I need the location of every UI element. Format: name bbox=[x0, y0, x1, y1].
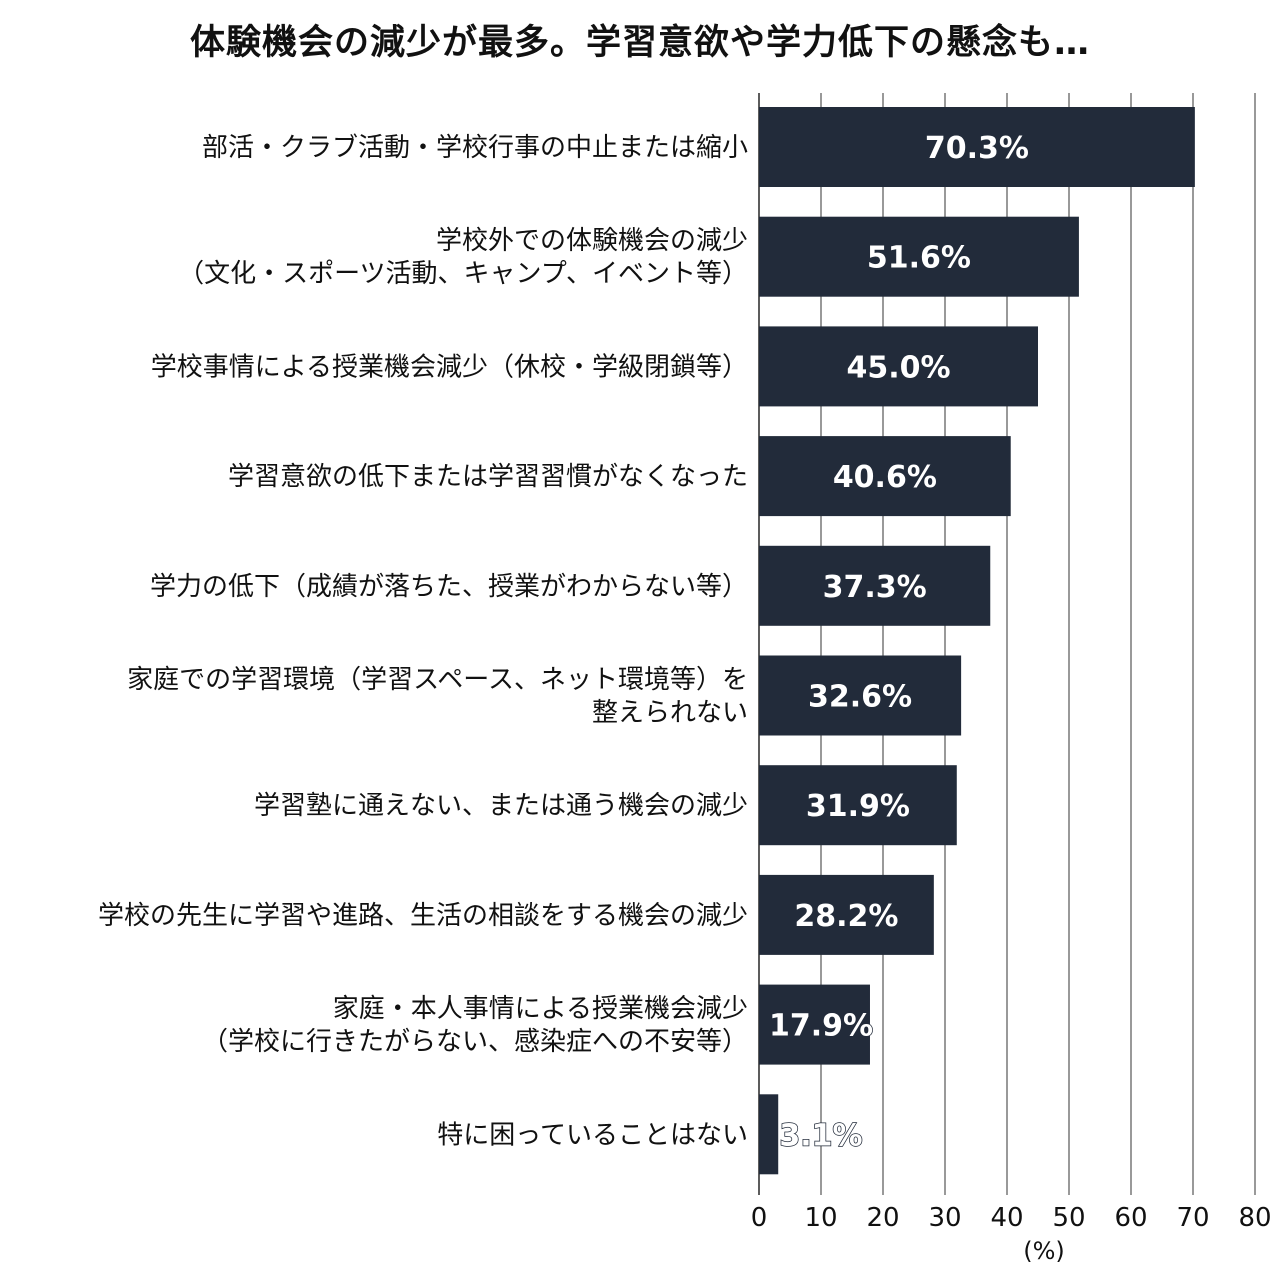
category-labels: 部活・クラブ活動・学校行事の中止または縮小学校外での体験機会の減少（文化・スポー… bbox=[98, 133, 748, 1150]
bar bbox=[759, 1094, 779, 1175]
category-label: 学習意欲の低下または学習習慣がなくなった bbox=[228, 462, 748, 492]
bar bbox=[759, 545, 991, 626]
value-label: 17.9% bbox=[769, 1009, 873, 1044]
category-label: （学校に行きたがらない、感染症への不安等） bbox=[202, 1027, 748, 1057]
bar bbox=[759, 765, 957, 846]
bar bbox=[759, 436, 1011, 517]
x-tick-label: 0 bbox=[751, 1203, 768, 1233]
category-label: 学習塾に通えない、または通う機会の減少 bbox=[254, 791, 748, 821]
x-tick-label: 80 bbox=[1238, 1203, 1271, 1233]
value-label: 70.3% bbox=[925, 131, 1029, 166]
x-tick-label: 40 bbox=[990, 1203, 1023, 1233]
chart-title: 体験機会の減少が最多。学習意欲や学力低下の懸念も… bbox=[189, 23, 1090, 63]
x-axis-ticks: 0 10 20 30 40 50 60 70 80 bbox=[751, 1203, 1272, 1233]
x-axis-unit-label: (%) bbox=[1023, 1237, 1065, 1265]
value-label: 28.2% bbox=[794, 899, 898, 934]
category-label: 学力の低下（成績が落ちた、授業がわからない等） bbox=[150, 572, 748, 602]
category-label: （文化・スポーツ活動、キャンプ、イベント等） bbox=[178, 259, 748, 289]
value-label: 3.1% bbox=[779, 1118, 862, 1153]
bars bbox=[759, 107, 1195, 1175]
x-tick-label: 70 bbox=[1176, 1203, 1209, 1233]
category-label: 学校事情による授業機会減少（休校・学級閉鎖等） bbox=[151, 352, 748, 382]
bar bbox=[759, 326, 1038, 407]
category-label: 部活・クラブ活動・学校行事の中止または縮小 bbox=[202, 133, 748, 163]
x-tick-label: 30 bbox=[928, 1203, 961, 1233]
value-label: 51.6% bbox=[867, 241, 971, 276]
value-label: 31.9% bbox=[806, 789, 910, 824]
bar bbox=[759, 107, 1195, 187]
x-tick-label: 60 bbox=[1114, 1203, 1147, 1233]
x-tick-label: 50 bbox=[1052, 1203, 1085, 1233]
bar bbox=[759, 216, 1079, 297]
value-label: 45.0% bbox=[846, 350, 950, 385]
category-label: 学校の先生に学習や進路、生活の相談をする機会の減少 bbox=[98, 901, 748, 931]
bar bbox=[759, 655, 962, 736]
x-tick-label: 20 bbox=[866, 1203, 899, 1233]
value-label: 32.6% bbox=[808, 680, 912, 715]
x-tick-label: 10 bbox=[804, 1203, 837, 1233]
category-label: 特に困っていることはない bbox=[437, 1120, 748, 1150]
value-label: 40.6% bbox=[833, 460, 937, 495]
value-labels: 70.3% 51.6% 45.0% 40.6% 37.3% 32.6% 31.9% 28.2%… bbox=[768, 131, 1029, 1154]
value-label: 37.3% bbox=[823, 570, 927, 605]
category-label: 学校外での体験機会の減少 bbox=[436, 226, 748, 256]
category-label: 整えられない bbox=[592, 698, 748, 728]
category-label: 家庭・本人事情による授業機会減少 bbox=[333, 994, 748, 1024]
bar bbox=[759, 874, 934, 955]
category-label: 家庭での学習環境（学習スペース、ネット環境等）を bbox=[127, 665, 748, 695]
bar bbox=[759, 984, 870, 1065]
